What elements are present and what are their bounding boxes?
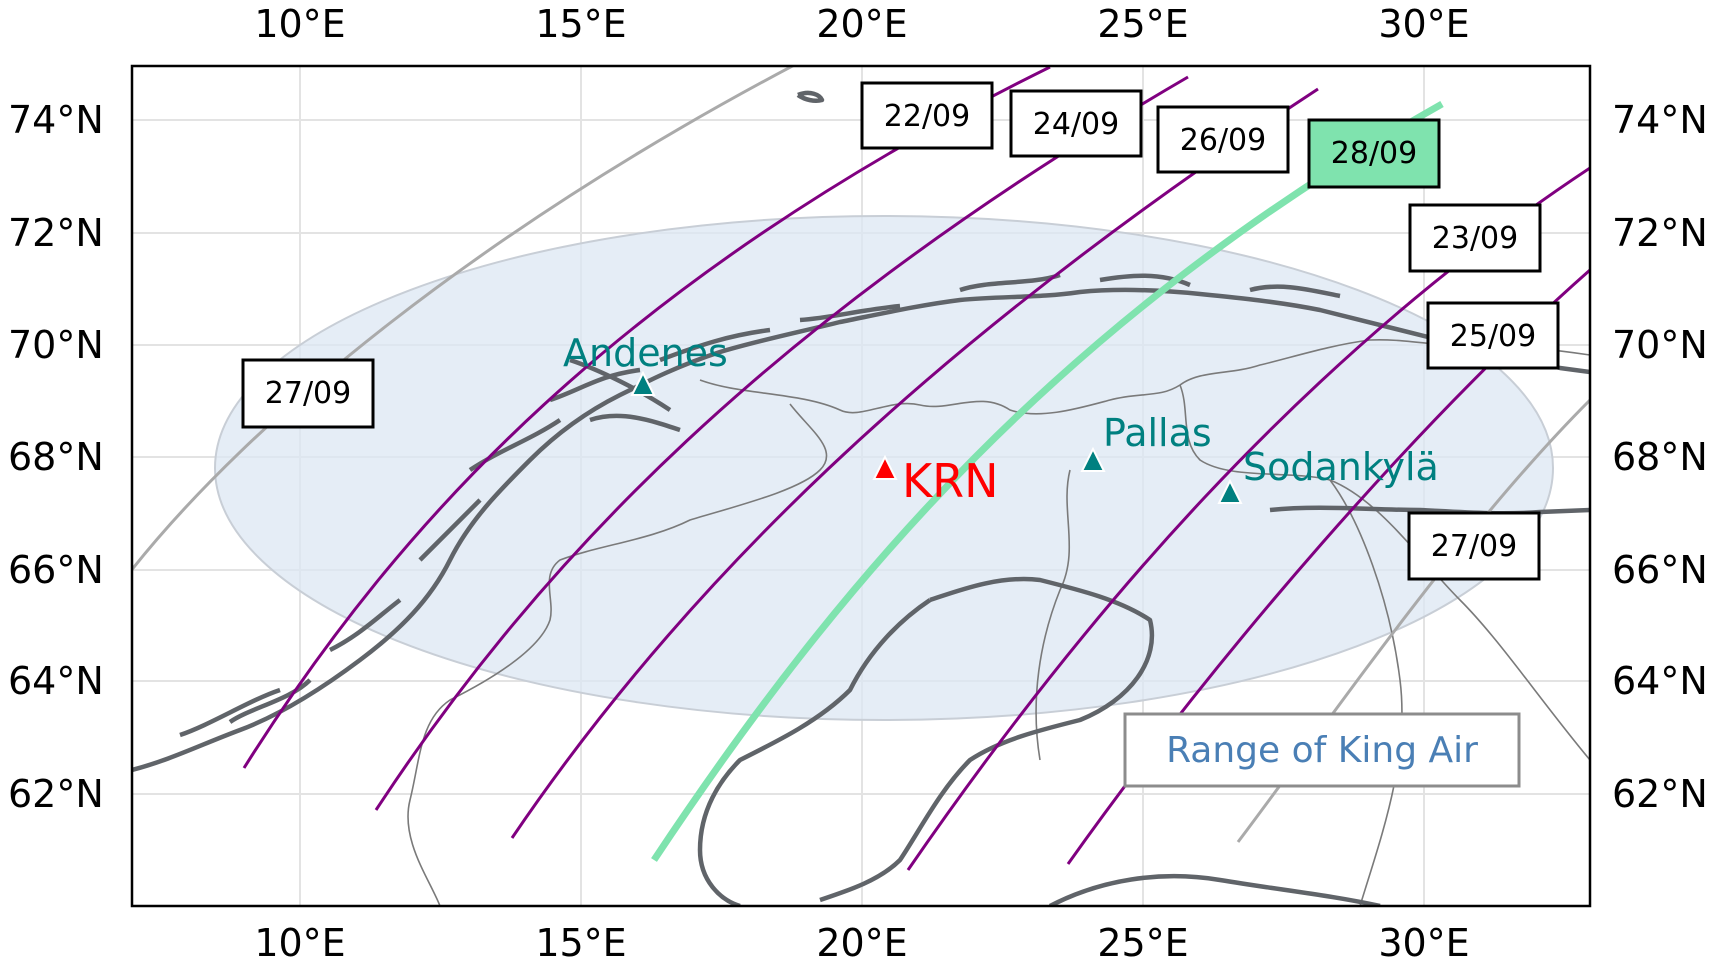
label-22-09: 22/09: [884, 99, 970, 134]
x-tick-bottom-25: 25°E: [1097, 921, 1188, 965]
label-box-26-09: 26/09: [1156, 105, 1290, 174]
x-tick-top-30: 30°E: [1378, 2, 1469, 46]
y-tick-left-64: 64°N: [8, 659, 104, 703]
y-tick-right-64: 64°N: [1612, 659, 1708, 703]
sodankyla-marker: [1217, 478, 1243, 504]
x-tick-top-25: 25°E: [1097, 2, 1188, 46]
label-23-09: 23/09: [1432, 221, 1518, 256]
label-28-09: 28/09: [1331, 136, 1417, 171]
track-labels: 22/09 24/09 26/09 28/09 23/09 25/09 27/0…: [241, 81, 1560, 581]
y-tick-left-68: 68°N: [8, 435, 104, 479]
x-tick-bottom-10: 10°E: [254, 921, 345, 965]
y-tick-left-72: 72°N: [8, 211, 104, 255]
y-tick-labels-left: 74°N 72°N 70°N 68°N 66°N 64°N 62°N: [8, 98, 104, 816]
y-tick-left-62: 62°N: [8, 772, 104, 816]
label-box-22-09: 22/09: [860, 81, 994, 150]
label-box-28-09: 28/09: [1307, 118, 1441, 189]
other-tracks: [132, 66, 1590, 843]
x-tick-top-10: 10°E: [254, 2, 345, 46]
track-27-09-east: [1236, 398, 1590, 843]
y-tick-left-70: 70°N: [8, 323, 104, 367]
plot-frame: [130, 64, 1592, 908]
label-box-27-09-west: 27/09: [241, 358, 375, 429]
label-24-09: 24/09: [1033, 107, 1119, 142]
range-legend-text: Range of King Air: [1166, 730, 1478, 771]
x-tick-bottom-20: 20°E: [816, 921, 907, 965]
x-tick-top-20: 20°E: [816, 2, 907, 46]
krn-marker: [872, 454, 898, 480]
y-tick-right-72: 72°N: [1612, 211, 1708, 255]
label-box-24-09: 24/09: [1009, 89, 1143, 158]
label-box-27-09-east: 27/09: [1407, 511, 1541, 581]
station-markers: [630, 370, 1243, 504]
x-tick-top-15: 15°E: [535, 2, 626, 46]
x-tick-bottom-30: 30°E: [1378, 921, 1469, 965]
x-tick-labels-top: 10°E 15°E 20°E 25°E 30°E: [254, 2, 1469, 46]
track-28-09: [651, 100, 1444, 862]
andenes-marker: [630, 370, 656, 396]
pallas-label: Pallas: [1103, 411, 1212, 455]
andenes-label: Andenes: [563, 331, 728, 375]
range-legend: Range of King Air: [1123, 712, 1521, 788]
x-tick-bottom-15: 15°E: [535, 921, 626, 965]
krn-label: KRN: [902, 454, 999, 508]
pallas-marker: [1080, 446, 1106, 472]
x-tick-labels-bottom: 10°E 15°E 20°E 25°E 30°E: [254, 921, 1469, 965]
y-tick-right-68: 68°N: [1612, 435, 1708, 479]
track-22-09: [242, 66, 1051, 769]
label-box-25-09: 25/09: [1426, 301, 1560, 370]
y-tick-right-70: 70°N: [1612, 323, 1708, 367]
label-box-23-09: 23/09: [1408, 203, 1542, 273]
label-27-09-west: 27/09: [265, 376, 351, 411]
y-tick-right-66: 66°N: [1612, 548, 1708, 592]
y-tick-labels-right: 74°N 72°N 70°N 68°N 66°N 64°N 62°N: [1612, 98, 1708, 816]
track-24-09: [374, 75, 1189, 811]
y-tick-right-74: 74°N: [1612, 98, 1708, 142]
y-tick-left-74: 74°N: [8, 98, 104, 142]
sodankyla-label: Sodankylä: [1243, 445, 1439, 489]
track-27-09-west: [132, 66, 796, 572]
label-27-09-east: 27/09: [1431, 529, 1517, 564]
y-tick-left-66: 66°N: [8, 548, 104, 592]
label-26-09: 26/09: [1180, 123, 1266, 158]
track-26-09: [510, 87, 1319, 839]
y-tick-right-62: 62°N: [1612, 772, 1708, 816]
label-25-09: 25/09: [1450, 319, 1536, 354]
